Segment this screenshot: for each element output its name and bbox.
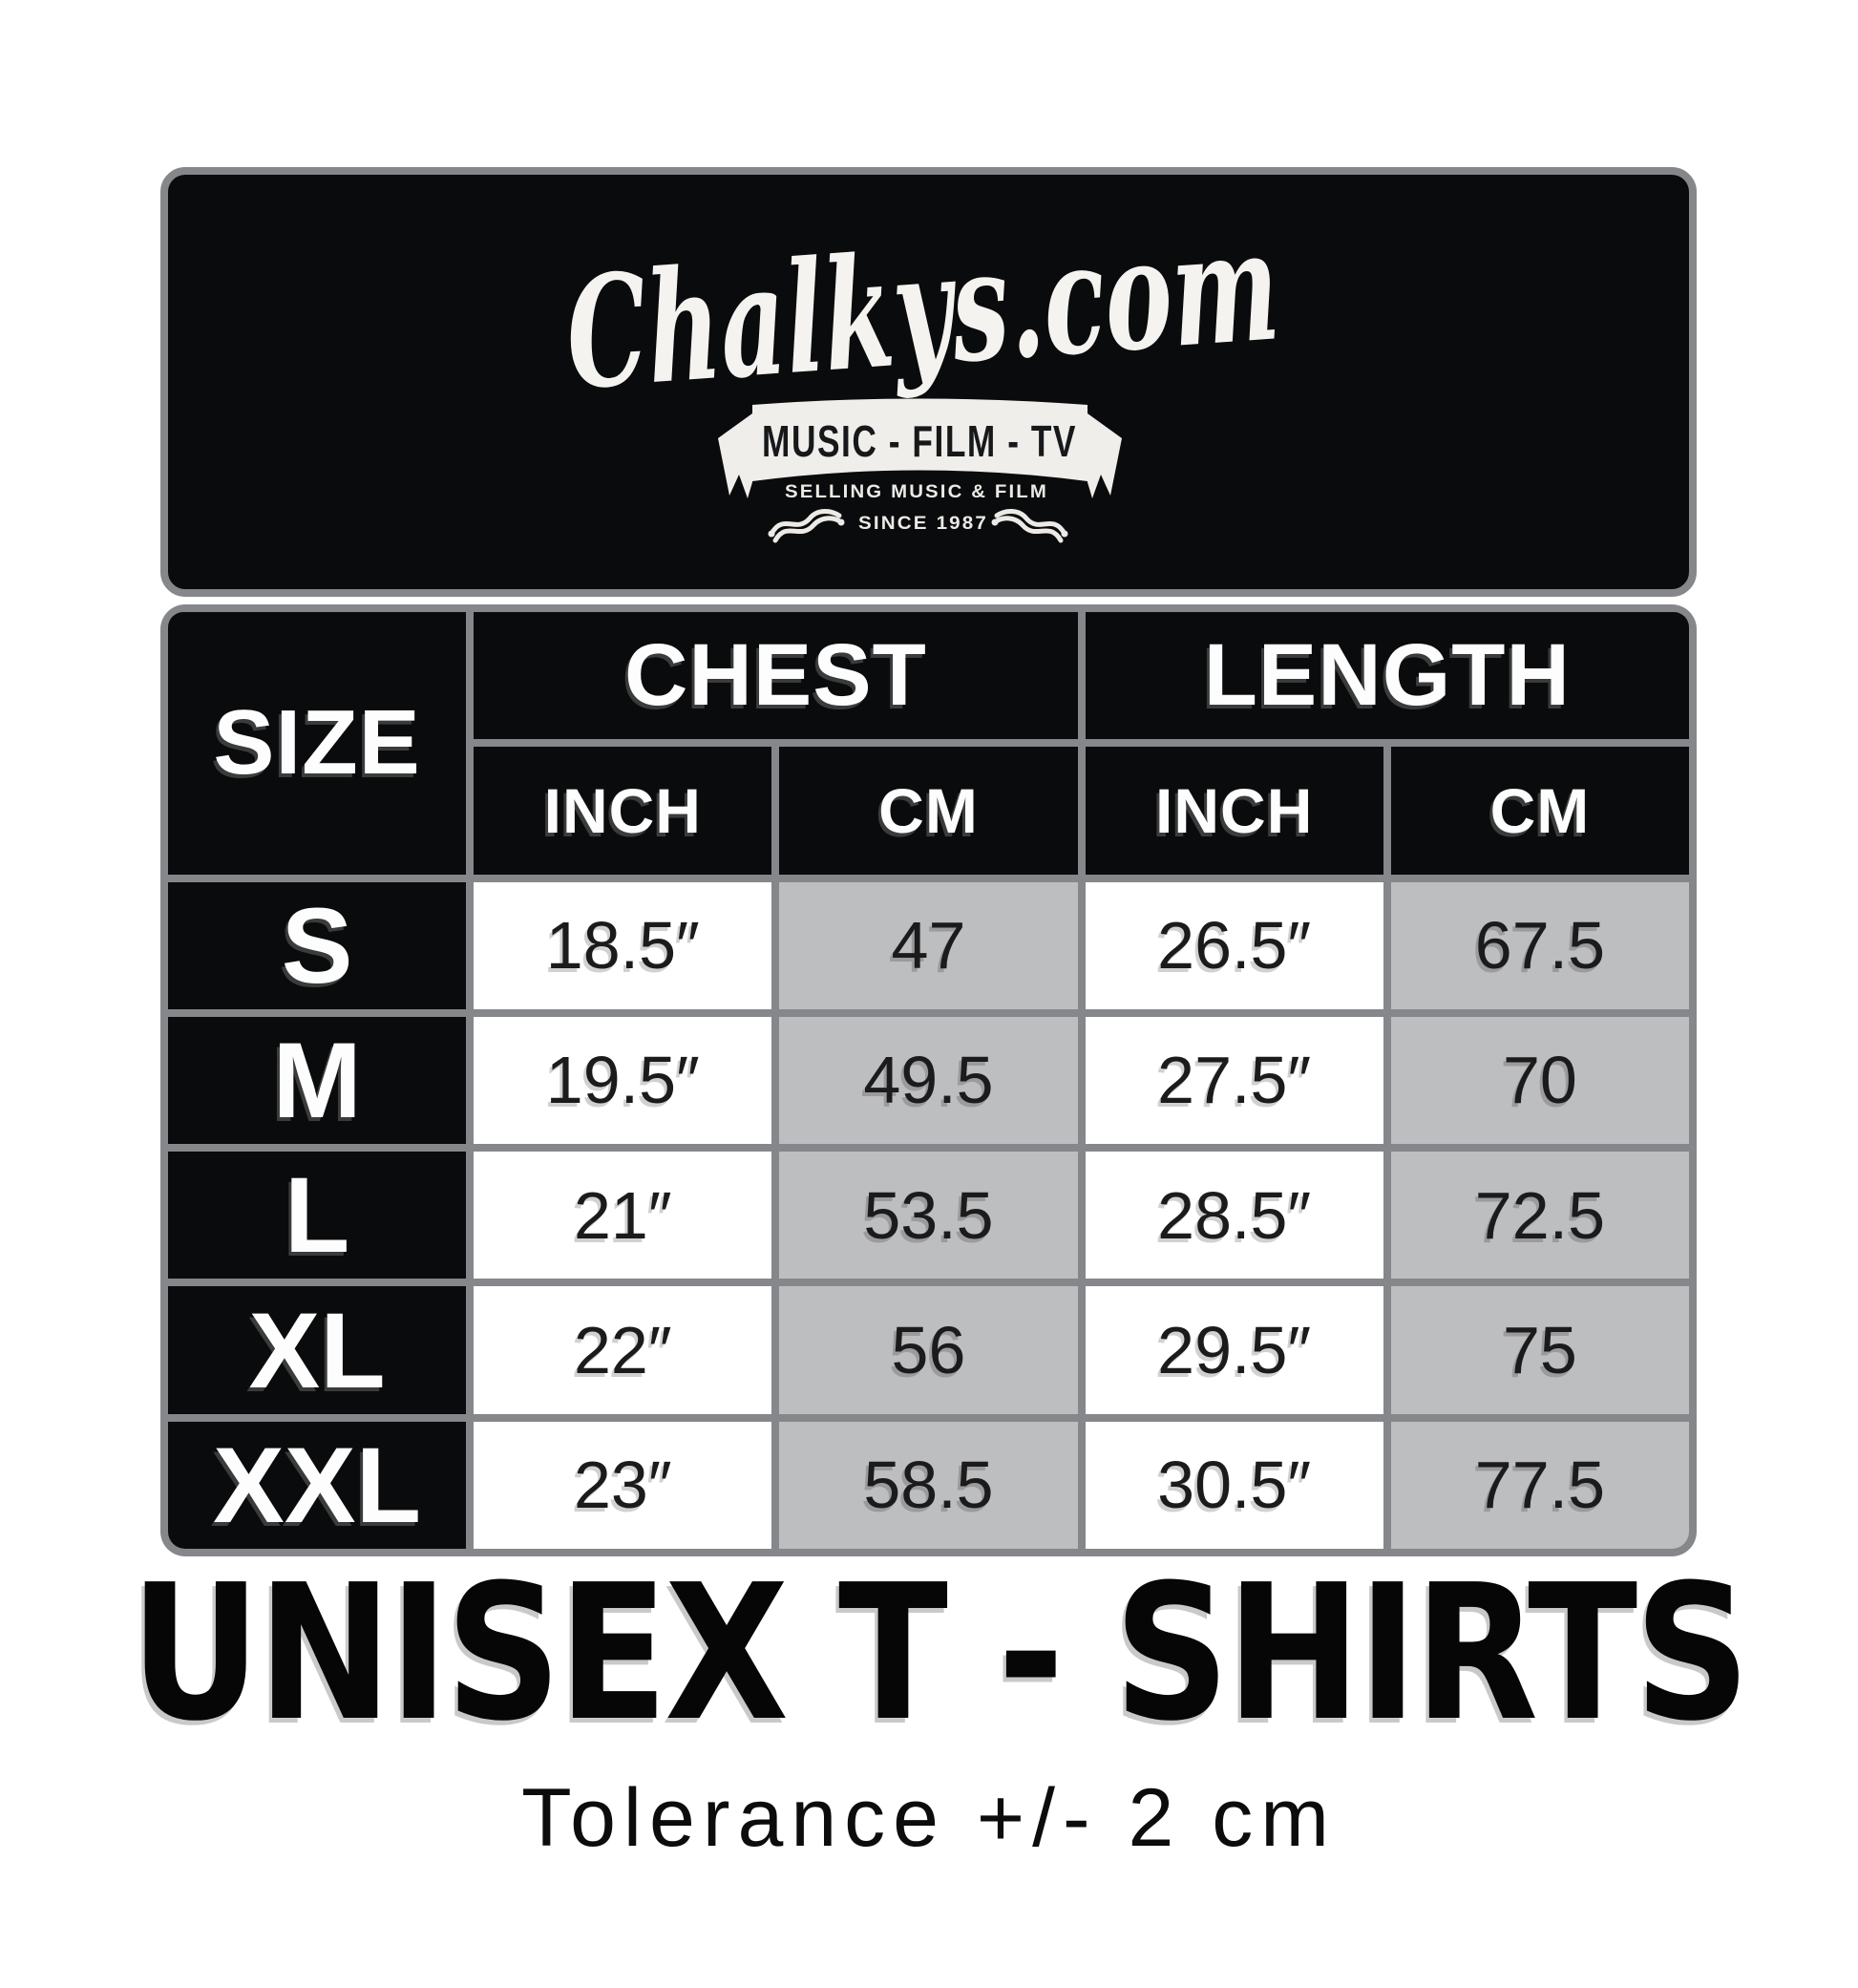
ribbon-tail-right-icon	[1087, 413, 1122, 498]
row-xxl-chest-inch: 23″	[474, 1421, 772, 1549]
ribbon-banner-icon: MUSIC - FILM - TV	[718, 398, 1122, 498]
row-l-length-inch: 28.5″	[1085, 1152, 1383, 1280]
size-column-header: SIZE	[168, 612, 467, 875]
row-m-chest-inch: 19.5″	[474, 1016, 772, 1145]
flourish-right-icon	[991, 509, 1068, 543]
row-m-size-label: M	[168, 1016, 467, 1145]
row-l-length-cm: 72.5	[1390, 1152, 1689, 1280]
row-s-length-cm: 67.5	[1390, 881, 1689, 1009]
row-xxl-length-inch: 30.5″	[1085, 1421, 1383, 1549]
brand-panel: Chalkys.com MUSIC - FILM - TV SELLING MU…	[160, 167, 1697, 597]
row-m-length-cm: 70	[1390, 1016, 1689, 1145]
length-group-header: LENGTH	[1085, 612, 1689, 740]
row-l-size-label: L	[168, 1152, 467, 1280]
chest-cm-header: CM	[779, 747, 1078, 875]
flourish-left-icon	[768, 509, 845, 543]
tolerance-note: Tolerance +/- 2 cm	[521, 1772, 1337, 1864]
row-m-length-inch: 27.5″	[1085, 1016, 1383, 1145]
chalkys-logo-icon: Chalkys.com MUSIC - FILM - TV SELLING MU…	[560, 195, 1284, 543]
chest-inch-header: INCH	[474, 747, 772, 875]
row-xxl-length-cm: 77.5	[1390, 1421, 1689, 1549]
row-xl-length-cm: 75	[1390, 1286, 1689, 1414]
ribbon-band-icon	[752, 398, 1087, 481]
length-cm-header: CM	[1390, 747, 1689, 875]
row-xl-size-label: XL	[168, 1286, 467, 1414]
ribbon-tail-left-icon	[718, 413, 752, 498]
row-l-chest-inch: 21″	[474, 1152, 772, 1280]
row-xl-chest-cm: 56	[779, 1286, 1078, 1414]
chest-group-header: CHEST	[474, 612, 1078, 740]
since-text: SINCE 1987	[858, 514, 988, 534]
row-xxl-chest-cm: 58.5	[779, 1421, 1078, 1549]
size-table: SIZE CHEST LENGTH INCH CM INCH CM S 18.5…	[160, 604, 1697, 1556]
row-xl-length-inch: 29.5″	[1085, 1286, 1383, 1414]
row-xl-chest-inch: 22″	[474, 1286, 772, 1414]
row-m-chest-cm: 49.5	[779, 1016, 1078, 1145]
product-title: UNISEX T - SHIRTS	[130, 1545, 1750, 1763]
length-inch-header: INCH	[1085, 747, 1383, 875]
row-s-chest-inch: 18.5″	[474, 881, 772, 1009]
banner-text: MUSIC - FILM - TV	[762, 416, 1077, 466]
row-s-chest-cm: 47	[779, 881, 1078, 1009]
row-xxl-size-label: XXL	[168, 1421, 467, 1549]
brand-name: Chalkys.com	[560, 195, 1284, 423]
row-l-chest-cm: 53.5	[779, 1152, 1078, 1280]
row-s-size-label: S	[168, 881, 467, 1009]
row-s-length-inch: 26.5″	[1085, 881, 1383, 1009]
tagline-text: SELLING MUSIC & FILM	[785, 482, 1048, 502]
